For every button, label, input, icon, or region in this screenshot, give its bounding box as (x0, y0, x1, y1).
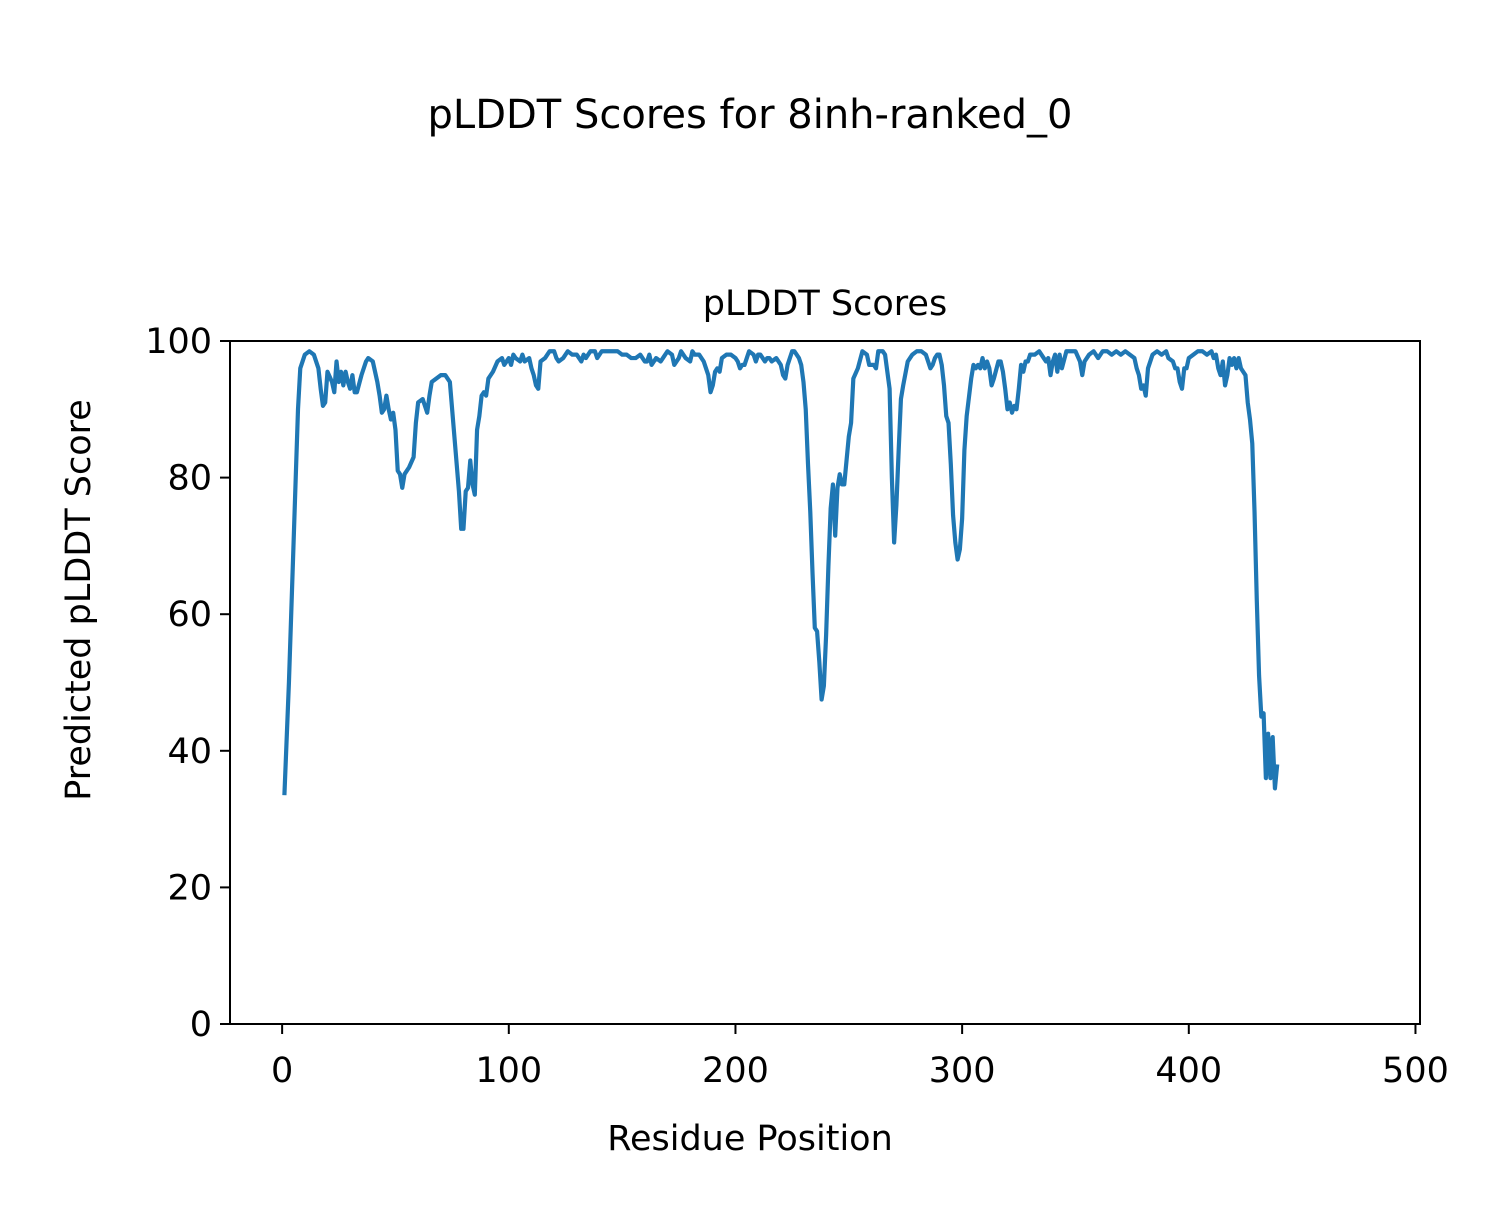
y-tick-label: 80 (167, 459, 212, 499)
plot-area-frame (229, 340, 1421, 1025)
x-tick-label: 0 (271, 1051, 293, 1091)
series-line (282, 349, 1280, 796)
y-tick-label: 60 (167, 595, 212, 635)
y-tick-label: 40 (167, 732, 212, 772)
figure-suptitle: pLDDT Scores for 8inh-ranked_0 (427, 92, 1073, 138)
axes-title: pLDDT Scores (703, 284, 947, 324)
x-tick-label: 200 (702, 1051, 769, 1091)
y-tick-label: 20 (167, 868, 212, 908)
y-axis-label: Predicted pLDDT Score (59, 399, 99, 801)
x-axis-label: Residue Position (607, 1119, 893, 1159)
x-tick-label: 100 (475, 1051, 542, 1091)
y-tick-label: 0 (190, 1005, 212, 1045)
x-tick-label: 300 (929, 1051, 996, 1091)
y-tick-label: 100 (145, 322, 212, 362)
x-tick-label: 400 (1155, 1051, 1222, 1091)
y-axis-ticks: 0 20 40 60 80 100 (145, 322, 230, 1045)
x-tick-label: 500 (1382, 1051, 1449, 1091)
x-axis-ticks: 0 100 200 300 400 500 (271, 1024, 1449, 1091)
